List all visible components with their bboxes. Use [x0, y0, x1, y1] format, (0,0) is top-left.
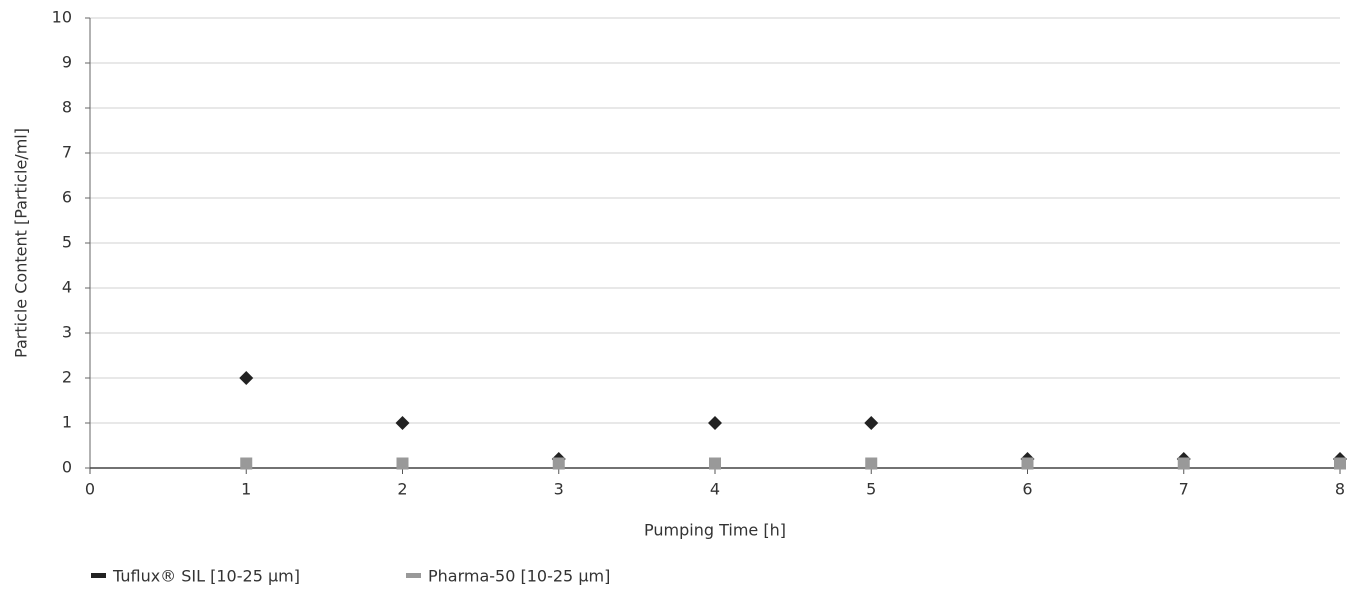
- x-tick-label: 8: [1335, 480, 1345, 499]
- y-tick-label: 10: [52, 8, 72, 27]
- legend-label: Pharma-50 [10-25 µm]: [428, 567, 610, 586]
- legend-swatch: [91, 573, 106, 578]
- data-point: [1334, 457, 1346, 470]
- y-tick-label: 0: [62, 458, 72, 477]
- x-tick-label: 6: [1022, 480, 1032, 499]
- legend-label: Tuflux® SIL [10-25 µm]: [112, 567, 300, 586]
- x-tick-label: 0: [85, 480, 95, 499]
- y-tick-label: 2: [62, 368, 72, 387]
- data-point: [865, 457, 878, 470]
- y-tick-label: 7: [62, 143, 72, 162]
- y-tick-label: 3: [62, 323, 72, 342]
- data-point: [396, 457, 409, 470]
- data-point: [1177, 457, 1190, 470]
- y-tick-label: 5: [62, 233, 72, 252]
- y-tick-label: 9: [62, 53, 72, 72]
- x-tick-label: 7: [1179, 480, 1189, 499]
- x-tick-label: 2: [397, 480, 407, 499]
- data-point: [709, 457, 721, 470]
- y-tick-label: 4: [62, 278, 72, 297]
- data-point: [864, 416, 879, 430]
- x-tick-label: 1: [241, 480, 251, 499]
- x-tick-label: 3: [554, 480, 564, 499]
- x-tick-label: 5: [866, 480, 876, 499]
- y-tick-label: 6: [62, 188, 72, 207]
- data-point: [1021, 457, 1034, 470]
- data-point: [552, 457, 565, 470]
- y-tick-label: 8: [62, 98, 72, 117]
- x-axis-label: Pumping Time [h]: [644, 521, 786, 540]
- x-tick-label: 4: [710, 480, 720, 499]
- y-tick-label: 1: [62, 413, 72, 432]
- legend-swatch: [406, 573, 421, 578]
- data-point: [708, 416, 722, 430]
- data-point: [395, 416, 410, 430]
- y-axis-label: Particle Content [Particle/ml]: [12, 128, 31, 358]
- data-point: [239, 371, 254, 385]
- data-point: [240, 457, 253, 470]
